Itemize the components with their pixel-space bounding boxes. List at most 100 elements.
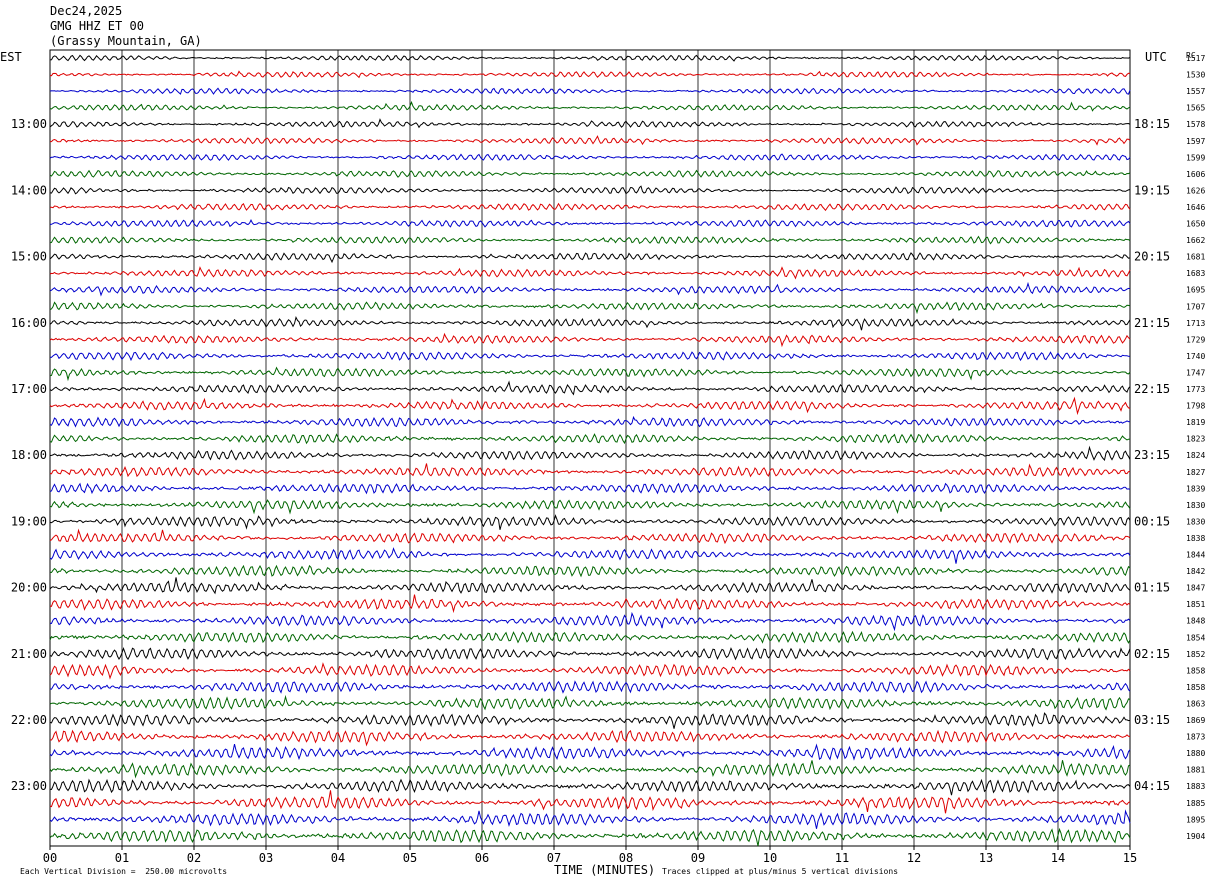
trace-rc-value: 1838: [1186, 534, 1205, 543]
helicorder-date: Dec24,2025: [50, 4, 123, 18]
trace-rc-value: 1844: [1186, 551, 1205, 560]
trace-rc-value: 1599: [1186, 153, 1205, 162]
trace-rc-value: 1823: [1186, 435, 1205, 444]
seismic-trace: [49, 547, 1131, 564]
right-hour-label: 04:15: [1134, 779, 1170, 793]
left-hour-label: 15:00: [11, 250, 47, 264]
x-tick-label: 01: [115, 851, 129, 865]
right-hour-label: 02:15: [1134, 647, 1170, 661]
seismic-trace: [49, 482, 1131, 495]
seismic-trace: [49, 54, 1131, 62]
trace-rc-value: 1863: [1186, 699, 1205, 708]
seismic-trace: [49, 647, 1131, 661]
right-hour-label: 03:15: [1134, 713, 1170, 727]
seismic-trace: [49, 266, 1131, 280]
right-hour-label: 01:15: [1134, 581, 1170, 595]
left-hour-label: 17:00: [11, 382, 47, 396]
seismic-trace: [49, 463, 1131, 478]
seismic-trace: [49, 235, 1131, 245]
trace-rc-value: 1827: [1186, 468, 1205, 477]
helicorder-location: (Grassy Mountain, GA): [50, 34, 202, 48]
trace-rc-value: 1729: [1186, 335, 1205, 344]
right-hour-label: 23:15: [1134, 448, 1170, 462]
left-hour-label: 19:00: [11, 514, 47, 528]
trace-rc-value: 1842: [1186, 567, 1205, 576]
seismic-trace: [49, 118, 1131, 129]
left-hour-label: 20:00: [11, 581, 47, 595]
trace-rc-value: 1848: [1186, 617, 1205, 626]
trace-rc-value: 1830: [1186, 501, 1205, 510]
seismic-trace: [49, 315, 1131, 331]
trace-rc-value: 1847: [1186, 584, 1205, 593]
seismic-trace: [49, 281, 1131, 297]
seismic-trace: [49, 415, 1131, 428]
seismic-trace: [49, 366, 1131, 382]
trace-rc-value: 1597: [1186, 137, 1205, 146]
trace-rc-value: 1662: [1186, 236, 1205, 245]
x-tick-label: 09: [691, 851, 705, 865]
trace-rc-value: 1695: [1186, 286, 1205, 295]
left-hour-label: 18:00: [11, 448, 47, 462]
left-hour-label: 22:00: [11, 713, 47, 727]
trace-rc-value: 1873: [1186, 733, 1205, 742]
trace-rc-value: 1798: [1186, 402, 1205, 411]
seismic-trace: [49, 528, 1131, 545]
vertical-division-note: Each Vertical Division = 250.00 microvol…: [20, 867, 228, 876]
trace-rc-value: 1819: [1186, 418, 1205, 427]
right-hour-label: 19:15: [1134, 183, 1170, 197]
seismic-trace: [49, 514, 1131, 530]
right-hour-label: 20:15: [1134, 250, 1170, 264]
seismic-trace: [49, 662, 1131, 680]
trace-rc-value: 1858: [1186, 666, 1205, 675]
seismic-trace: [49, 694, 1131, 711]
rc-header: RC: [1186, 51, 1196, 60]
seismic-trace: [49, 499, 1131, 515]
seismic-trace: [49, 351, 1131, 362]
right-hour-label: 22:15: [1134, 382, 1170, 396]
trace-rc-value: 1880: [1186, 749, 1205, 758]
trace-rc-value: 1773: [1186, 385, 1205, 394]
seismic-trace: [49, 809, 1131, 829]
seismic-trace: [49, 827, 1131, 847]
right-timezone-label: UTC: [1145, 50, 1167, 64]
seismic-trace: [49, 218, 1131, 228]
trace-rc-value: 1881: [1186, 766, 1205, 775]
x-tick-label: 12: [907, 851, 921, 865]
x-tick-label: 00: [43, 851, 57, 865]
trace-rc-value: 1830: [1186, 517, 1205, 526]
trace-rc-value: 1713: [1186, 319, 1205, 328]
left-timezone-label: EST: [0, 50, 22, 64]
seismic-trace: [49, 70, 1131, 79]
x-axis-title: TIME (MINUTES): [554, 863, 656, 877]
trace-rc-value: 1517: [1186, 54, 1205, 63]
trace-rc-value: 1851: [1186, 600, 1205, 609]
trace-rc-value: 1824: [1186, 451, 1205, 460]
trace-rc-value: 1683: [1186, 269, 1205, 278]
trace-rc-value: 1626: [1186, 186, 1205, 195]
seismic-trace: [49, 396, 1131, 416]
seismic-trace: [49, 790, 1131, 814]
left-hour-label: 13:00: [11, 117, 47, 131]
trace-rc-value: 1895: [1186, 815, 1205, 824]
x-tick-label: 14: [1051, 851, 1065, 865]
x-tick-label: 05: [403, 851, 417, 865]
seismic-trace: [50, 135, 1131, 146]
seismic-trace: [49, 564, 1131, 578]
trace-rc-value: 1707: [1186, 302, 1205, 311]
left-hour-label: 16:00: [11, 316, 47, 330]
seismic-trace: [49, 729, 1131, 747]
x-tick-label: 15: [1123, 851, 1137, 865]
trace-rc-value: 1646: [1186, 203, 1205, 212]
trace-rc-value: 1606: [1186, 170, 1205, 179]
trace-rc-value: 1747: [1186, 368, 1205, 377]
seismic-trace: [49, 332, 1131, 348]
seismic-trace: [49, 153, 1131, 161]
clipping-note: Traces clipped at plus/minus 5 vertical …: [662, 867, 899, 876]
x-tick-label: 06: [475, 851, 489, 865]
seismic-trace: [49, 611, 1131, 632]
x-tick-label: 07: [547, 851, 561, 865]
seismic-trace: [49, 680, 1131, 694]
plot-frame: [49, 49, 1131, 847]
seismic-trace: [49, 185, 1131, 195]
